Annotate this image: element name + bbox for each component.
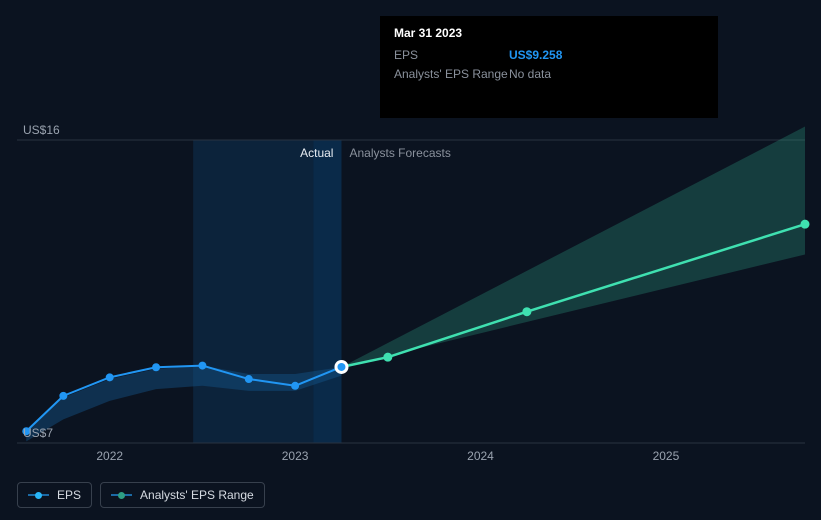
legend-swatch-icon: [28, 492, 49, 499]
tooltip-row-eps: EPS US$9.258: [394, 46, 704, 65]
chart-tooltip: Mar 31 2023 EPS US$9.258 Analysts' EPS R…: [380, 16, 718, 118]
legend-label: Analysts' EPS Range: [140, 488, 254, 502]
tooltip-label: Analysts' EPS Range: [394, 65, 509, 84]
legend-item-eps-range[interactable]: Analysts' EPS Range: [100, 482, 265, 508]
tooltip-value: No data: [509, 65, 551, 84]
x-axis-tick-label: 2024: [467, 449, 494, 463]
y-axis-tick-label: US$7: [23, 426, 53, 440]
x-axis-tick-label: 2025: [653, 449, 680, 463]
tooltip-label: EPS: [394, 46, 509, 65]
x-axis-tick-label: 2022: [96, 449, 123, 463]
tooltip-row-range: Analysts' EPS Range No data: [394, 65, 704, 84]
legend-swatch-icon: [111, 492, 132, 499]
tooltip-date: Mar 31 2023: [394, 24, 704, 43]
legend-label: EPS: [57, 488, 81, 502]
region-label-actual: Actual: [300, 146, 333, 160]
y-axis-tick-label: US$16: [23, 123, 60, 137]
x-axis-tick-label: 2023: [282, 449, 309, 463]
chart-legend: EPS Analysts' EPS Range: [17, 482, 265, 508]
region-label-forecast: Analysts Forecasts: [349, 146, 450, 160]
legend-item-eps[interactable]: EPS: [17, 482, 92, 508]
tooltip-value: US$9.258: [509, 46, 562, 65]
